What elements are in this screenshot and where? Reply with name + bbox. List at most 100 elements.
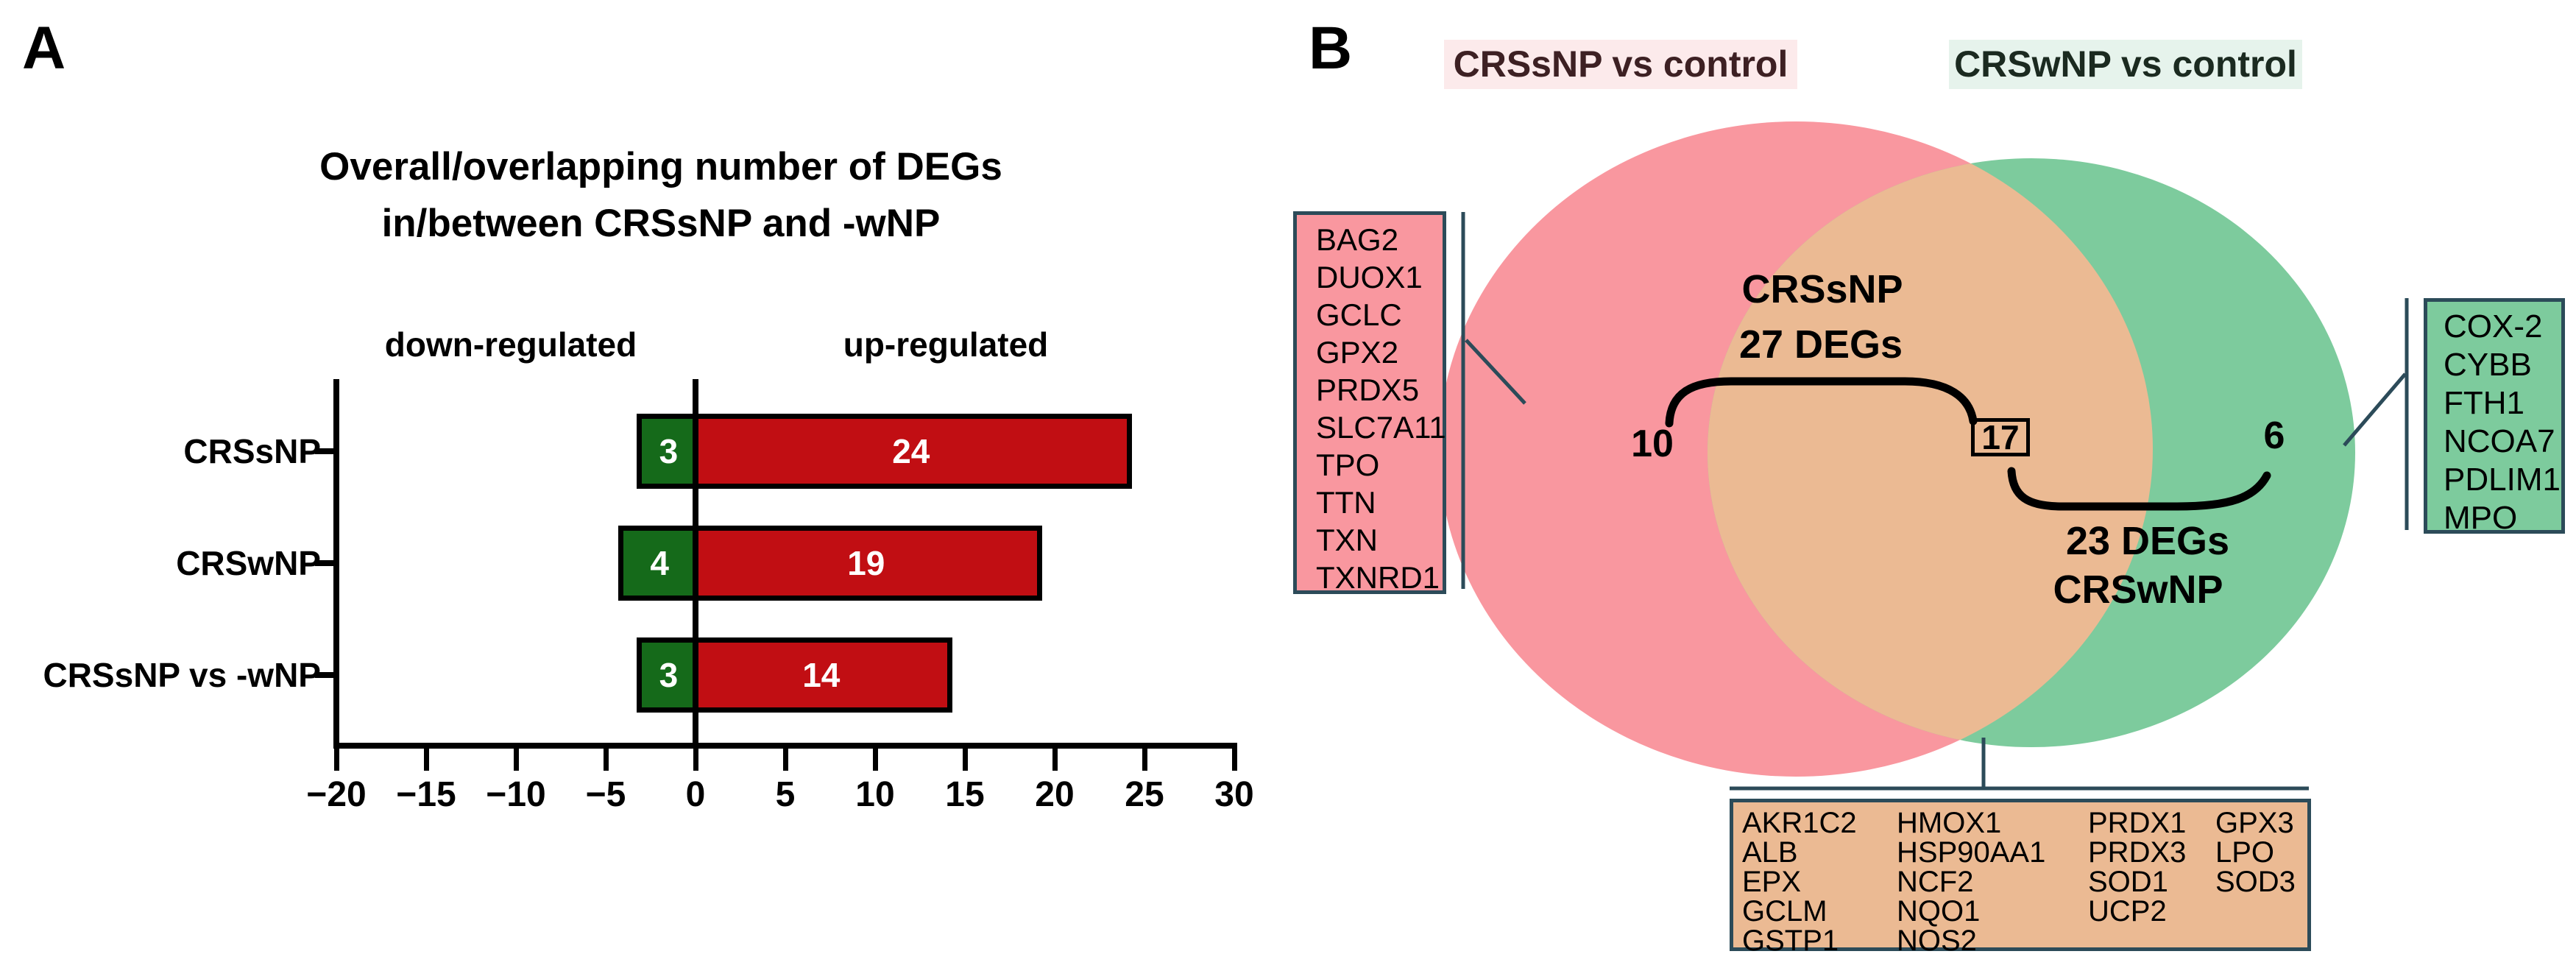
x-axis-tick-label: −5 xyxy=(585,775,626,814)
y-axis-line xyxy=(333,379,339,749)
bar-row-CRSwNP: 4 19 xyxy=(618,526,1042,601)
left-brace-label-count: 27 DEGs xyxy=(1738,322,1903,367)
bar-up-value: 24 xyxy=(892,432,930,470)
gene-item: NCF2 xyxy=(1897,866,1974,898)
gene-item: TPO xyxy=(1316,448,1380,482)
venn-count-right-only: 6 xyxy=(2263,414,2285,457)
y-axis-tick xyxy=(315,672,333,678)
x-axis-tick-label: −20 xyxy=(306,775,367,814)
callout-lines xyxy=(1461,212,2409,791)
venn-left-set-header: CRSsNP vs control xyxy=(1444,40,1797,89)
gene-item: COX-2 xyxy=(2444,308,2543,345)
venn-overlap-region xyxy=(1708,158,2153,747)
x-axis-tick-label: 5 xyxy=(775,775,796,814)
left-gene-box-callout xyxy=(1465,339,1526,405)
x-axis-tick xyxy=(333,749,339,771)
bar-row-CRSsNP: 3 24 xyxy=(636,414,1132,489)
gene-item: TXN xyxy=(1316,523,1378,557)
x-axis-tick-label: −10 xyxy=(486,775,546,814)
overlap-gene-column-2: HMOX1 HSP90AA1 NCF2 NQO1 NOS2 xyxy=(1897,808,2045,955)
gene-item: PRDX1 xyxy=(2088,807,2187,839)
gene-item: TTN xyxy=(1316,485,1376,520)
gene-item: NCOA7 xyxy=(2444,423,2555,459)
x-axis-tick-label: 30 xyxy=(1214,775,1254,814)
bar-down-value: 4 xyxy=(650,544,669,582)
x-axis-tick xyxy=(1231,749,1237,771)
right-brace-label-count: 23 DEGs xyxy=(2065,519,2230,563)
x-axis-tick-label: −15 xyxy=(396,775,456,814)
x-axis-tick-label: 10 xyxy=(855,775,895,814)
gene-item: SLC7A11 xyxy=(1316,410,1446,445)
gene-item: LPO xyxy=(2215,836,2275,869)
gene-item: PRDX5 xyxy=(1316,372,1420,407)
venn-count-left-only: 10 xyxy=(1631,423,1674,465)
chart-title-line1: Overall/overlapping number of DEGs xyxy=(319,145,1002,188)
x-axis-tick-label: 0 xyxy=(685,775,706,814)
bar-down-value: 3 xyxy=(659,432,679,470)
x-axis-tick xyxy=(693,749,698,771)
x-axis-tick xyxy=(962,749,968,771)
gene-item: GCLC xyxy=(1316,297,1402,332)
bar-down-regulated: 3 xyxy=(641,643,696,707)
gene-item: UCP2 xyxy=(2088,895,2167,928)
overlap-gene-column-1: AKR1C2 ALB EPX GCLM GSTP1 xyxy=(1742,808,1857,955)
column-header-down-regulated: down-regulated xyxy=(384,325,637,364)
x-axis-tick-label: 15 xyxy=(945,775,985,814)
gene-item: CYBB xyxy=(2444,347,2532,383)
bar-up-regulated: 14 xyxy=(695,643,947,707)
left-brace-label-set: CRSsNP xyxy=(1741,267,1903,311)
gene-item: TXNRD1 xyxy=(1316,560,1440,595)
gene-item: HSP90AA1 xyxy=(1897,836,2046,869)
x-axis-tick xyxy=(872,749,878,771)
lower-bracket xyxy=(2007,467,2271,511)
y-axis-tick xyxy=(315,448,333,454)
bar-down-regulated: 4 xyxy=(623,531,696,596)
x-axis-line xyxy=(333,743,1237,749)
chart-title-line2: in/between CRSsNP and -wNP xyxy=(381,202,941,245)
x-axis-tick xyxy=(423,749,429,771)
bar-row-CRSsNP vs -wNP: 3 14 xyxy=(636,637,952,713)
panel-a-letter: A xyxy=(22,15,66,82)
gene-item: FTH1 xyxy=(2444,385,2524,421)
bar-up-value: 14 xyxy=(802,656,841,694)
gene-item: GSTP1 xyxy=(1742,925,1839,957)
venn-count-overlap-box: 17 xyxy=(1971,418,2030,456)
bar-down-regulated: 3 xyxy=(641,419,696,484)
x-axis-tick xyxy=(603,749,609,771)
gene-item: NQO1 xyxy=(1897,895,1981,928)
gene-item: EPX xyxy=(1742,866,1802,898)
category-label: CRSsNP xyxy=(183,432,321,470)
x-axis-tick-label: 20 xyxy=(1035,775,1075,814)
bar-up-value: 19 xyxy=(847,544,885,582)
right-brace-label-set: CRSwNP xyxy=(2053,568,2223,612)
gene-item: BAG2 xyxy=(1316,222,1399,257)
gene-item: NOS2 xyxy=(1897,925,1977,957)
gene-item: SOD3 xyxy=(2215,866,2296,898)
gene-item: SOD1 xyxy=(2088,866,2168,898)
x-axis-tick xyxy=(513,749,519,771)
panel-b-letter: B xyxy=(1309,15,1353,82)
overlap-gene-list: AKR1C2 ALB EPX GCLM GSTP1 HMOX1 HSP90AA1 NCF2 N… xyxy=(1730,799,2311,955)
bar-up-regulated: 24 xyxy=(695,419,1127,484)
bar-down-value: 3 xyxy=(659,656,679,694)
right-gene-box-callout xyxy=(2343,372,2407,447)
upper-bracket xyxy=(1665,377,1978,428)
bar-up-regulated: 19 xyxy=(695,531,1037,596)
column-header-up-regulated: up-regulated xyxy=(843,325,1049,364)
gene-item: ALB xyxy=(1742,836,1798,869)
overlap-gene-column-4: GPX3 LPO SOD3 xyxy=(2215,808,2296,897)
category-label: CRSwNP xyxy=(176,544,321,582)
x-axis-tick xyxy=(782,749,788,771)
right-unique-gene-list: COX-2 CYBB FTH1 NCOA7 PDLIM1 MPO xyxy=(2424,298,2565,536)
gene-item: MPO xyxy=(2444,500,2518,536)
x-axis-tick-label: 25 xyxy=(1125,775,1164,814)
gene-item: DUOX1 xyxy=(1316,260,1423,294)
gene-item: AKR1C2 xyxy=(1742,807,1857,839)
y-axis-tick xyxy=(315,560,333,566)
category-label: CRSsNP vs -wNP xyxy=(43,656,321,694)
deg-bar-chart: −20 −15 −10 −5 0 5 10 15 20 25 30 CRSsNP 3 24 CRSwNP 4 1… xyxy=(43,379,1254,814)
gene-item: GCLM xyxy=(1742,895,1827,928)
overlap-gene-column-3: PRDX1 PRDX3 SOD1 UCP2 xyxy=(2088,808,2186,926)
